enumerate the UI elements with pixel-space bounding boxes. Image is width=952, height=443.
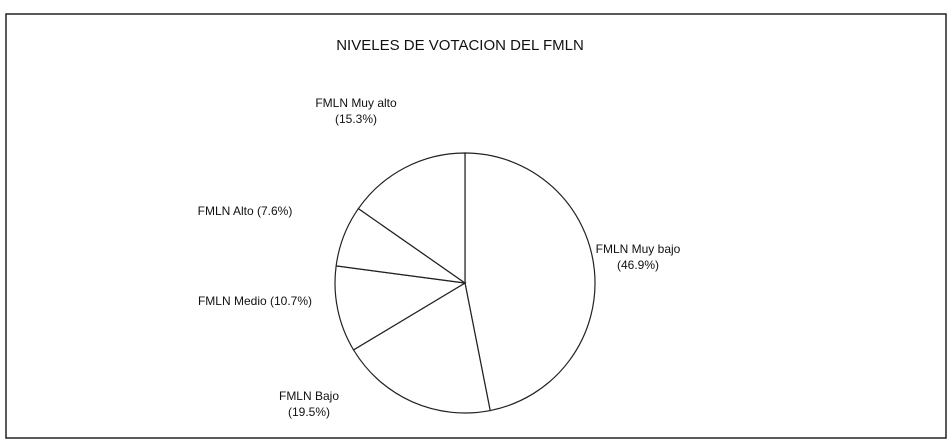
slice-value-label: (10.7%) bbox=[270, 294, 312, 308]
slice-label: FMLN Muy alto (15.3%) bbox=[315, 96, 397, 126]
slice-label: FMLN Muy bajo (46.9%) bbox=[596, 242, 681, 272]
pie-slice bbox=[352, 282, 491, 414]
chart-frame bbox=[5, 13, 947, 439]
slice-label: FMLN Bajo (19.5%) bbox=[279, 389, 339, 419]
pie-slice bbox=[357, 152, 466, 285]
pie-slice bbox=[464, 152, 596, 412]
slice-category: FMLN Muy alto bbox=[315, 96, 397, 110]
slice-category: FMLN Muy bajo bbox=[596, 242, 681, 256]
pie-slice bbox=[334, 265, 467, 351]
slice-value-label: (15.3%) bbox=[335, 112, 377, 126]
slice-label: FMLN Alto (7.6%) bbox=[198, 204, 293, 218]
slice-value-label: (7.6%) bbox=[257, 204, 292, 218]
slice-category: FMLN Bajo bbox=[279, 389, 339, 403]
slice-label: FMLN Medio (10.7%) bbox=[198, 294, 312, 308]
slice-value-label: (19.5%) bbox=[288, 405, 330, 419]
chart-title: NIVELES DE VOTACION DEL FMLN bbox=[336, 37, 584, 54]
slice-value-label: (46.9%) bbox=[617, 258, 659, 272]
slice-category: FMLN Medio bbox=[198, 294, 267, 308]
slice-category: FMLN Alto bbox=[198, 204, 254, 218]
